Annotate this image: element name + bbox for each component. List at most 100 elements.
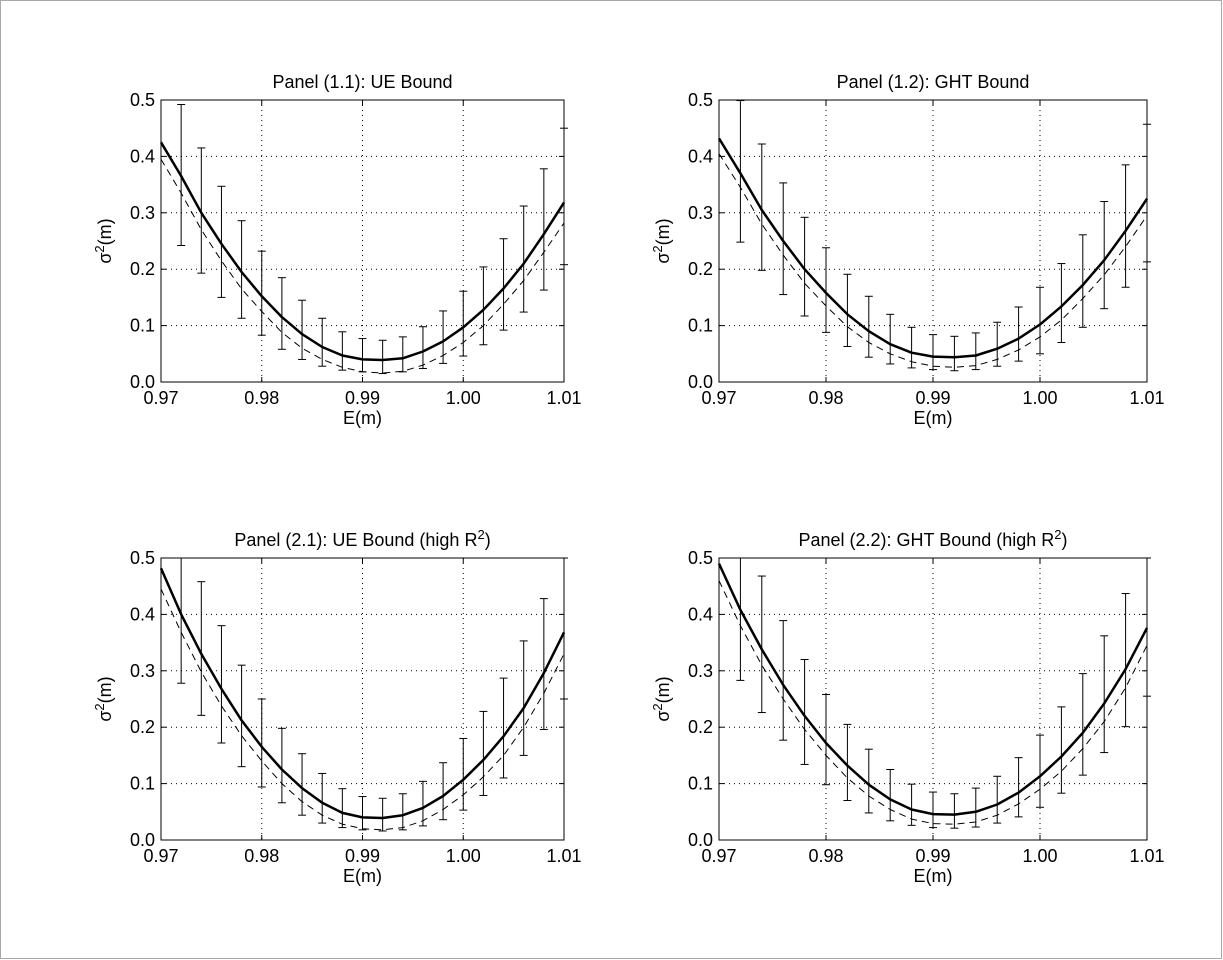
y-tick-label: 0.2 (130, 717, 155, 737)
error-bar (907, 783, 916, 826)
error-bar (560, 557, 568, 700)
error-bar (779, 182, 788, 296)
error-bar (298, 299, 307, 360)
error-bar (843, 723, 852, 802)
error-bar (1121, 164, 1130, 288)
y-tick-label: 0.4 (688, 146, 713, 166)
error-bar (950, 335, 959, 372)
error-bar (318, 317, 327, 367)
error-bar (800, 659, 809, 765)
x-tick-label: 0.99 (915, 388, 950, 408)
x-tick-label: 0.99 (915, 846, 950, 866)
error-bar (459, 737, 468, 811)
y-tick-label: 0.3 (130, 203, 155, 223)
x-tick-label: 0.99 (345, 846, 380, 866)
y-axis-label: σ2(m) (92, 676, 116, 721)
x-tick-label: 1.00 (446, 388, 481, 408)
error-bar (1143, 123, 1151, 263)
error-bar (886, 769, 895, 822)
x-tick-label: 1.01 (1129, 388, 1164, 408)
y-tick-label: 0.5 (130, 548, 155, 568)
error-bar (843, 273, 852, 347)
error-bar (929, 791, 937, 829)
error-bar (1100, 201, 1109, 310)
y-tick-label: 0.4 (688, 604, 713, 624)
error-bar (1078, 673, 1087, 776)
error-bar (1036, 286, 1044, 355)
error-bar (539, 598, 548, 730)
y-tick-label: 0.1 (688, 316, 713, 336)
y-tick-label: 0.5 (688, 90, 713, 110)
error-bar (779, 620, 788, 741)
error-bar (257, 250, 266, 336)
error-bar (237, 664, 246, 768)
error-bar (378, 339, 387, 375)
x-tick-label: 1.01 (546, 846, 581, 866)
y-tick-label: 0.2 (688, 717, 713, 737)
error-bar (479, 266, 488, 346)
error-bar (1014, 306, 1023, 362)
error-bar (1078, 234, 1087, 328)
panel-title: Panel (2.1): UE Bound (high R2) (234, 527, 490, 551)
y-tick-label: 0.0 (688, 830, 713, 850)
error-bar (398, 336, 407, 373)
x-tick-label: 1.00 (1022, 388, 1057, 408)
error-bar (277, 727, 286, 804)
error-bar (950, 793, 959, 829)
error-bar (197, 581, 206, 716)
series-line-dashed (718, 580, 1148, 825)
y-tick-label: 0.1 (688, 774, 713, 794)
error-bar (177, 104, 186, 247)
panel-1: 0.97 0.98 0.99 1.00 1.01 0.0 0.1 0.2 0.3 0.4 0.5 Pa… (92, 72, 582, 428)
error-bar (1121, 593, 1130, 728)
x-axis-label: E(m) (914, 866, 953, 886)
y-axis-label: σ2(m) (650, 218, 674, 263)
x-tick-label: 1.01 (546, 388, 581, 408)
error-bar (217, 625, 226, 744)
x-axis-label: E(m) (914, 408, 953, 428)
y-tick-label: 0.3 (688, 661, 713, 681)
error-bar (378, 797, 387, 832)
error-bar (277, 277, 286, 350)
error-bar (822, 247, 830, 333)
y-tick-label: 0.0 (688, 372, 713, 392)
x-tick-label: 0.98 (808, 846, 843, 866)
y-tick-label: 0.0 (130, 372, 155, 392)
error-bar (499, 238, 508, 331)
y-tick-label: 0.3 (130, 661, 155, 681)
error-bar (560, 127, 568, 266)
error-bar (736, 100, 745, 243)
error-bar (519, 205, 528, 313)
y-tick-label: 0.3 (688, 203, 713, 223)
error-bar (929, 334, 937, 371)
y-tick-label: 0.5 (130, 90, 155, 110)
error-bar (519, 640, 528, 756)
error-bar (257, 698, 266, 788)
error-bar (736, 557, 745, 681)
error-bar (993, 321, 1002, 367)
x-tick-label: 1.01 (1129, 846, 1164, 866)
error-bar (800, 216, 809, 317)
y-tick-label: 0.1 (130, 316, 155, 336)
error-bar (1143, 557, 1151, 697)
error-bar (358, 796, 367, 831)
x-tick-label: 1.00 (1022, 846, 1057, 866)
error-bar (971, 332, 980, 371)
x-axis-label: E(m) (343, 866, 382, 886)
error-bar (757, 575, 766, 714)
error-bar (479, 710, 488, 796)
error-bar (338, 788, 347, 829)
error-bar (539, 168, 548, 291)
x-tick-label: 0.97 (701, 388, 736, 408)
error-bar (237, 220, 246, 319)
error-bar (338, 331, 347, 371)
x-axis-label: E(m) (343, 408, 382, 428)
error-bar (886, 313, 895, 365)
error-bar (1057, 706, 1066, 794)
x-tick-label: 0.98 (808, 388, 843, 408)
error-bar (971, 787, 980, 828)
error-bar (864, 748, 873, 814)
error-bar (757, 143, 766, 271)
error-bar (822, 693, 830, 786)
